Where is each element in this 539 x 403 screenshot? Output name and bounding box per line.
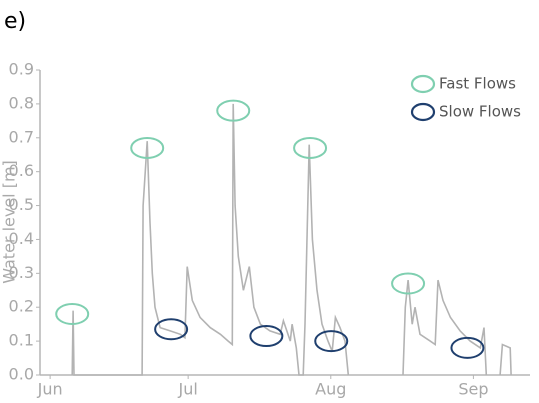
flow-marker <box>154 318 189 341</box>
x-tick-label: Jul <box>177 380 197 399</box>
y-tick-label: 0.1 <box>9 331 34 350</box>
flow-marker <box>55 303 90 325</box>
y-tick-label: 0.4 <box>9 229 34 248</box>
x-tick-label: Sep <box>458 380 488 399</box>
flow-marker <box>450 336 485 359</box>
flow-marker <box>293 136 328 159</box>
y-tick-label: 0.2 <box>9 297 34 316</box>
legend-label: Fast Flows <box>439 75 516 93</box>
y-tick-label: 0.8 <box>9 93 34 112</box>
y-tick-label: 0.5 <box>9 195 34 214</box>
flow-marker <box>249 325 284 348</box>
legend-swatch <box>410 74 436 94</box>
legend-swatch <box>410 102 436 122</box>
flow-marker <box>130 136 165 159</box>
y-tick-label: 0.0 <box>9 365 34 384</box>
flow-marker <box>216 99 251 122</box>
y-tick-label: 0.6 <box>9 161 34 180</box>
y-tick-label: 0.7 <box>9 127 34 146</box>
y-tick-label: 0.3 <box>9 263 34 282</box>
flow-marker <box>391 272 426 295</box>
y-axis-label: Water level [m] <box>0 160 19 284</box>
y-tick-label: 0.9 <box>9 60 34 79</box>
x-tick-label: Jun <box>37 380 63 399</box>
legend-label: Slow Flows <box>439 103 521 121</box>
x-tick-label: Aug <box>315 380 346 399</box>
flow-marker <box>314 330 349 353</box>
water-level-line <box>71 103 512 376</box>
panel-label: e) <box>4 9 26 34</box>
